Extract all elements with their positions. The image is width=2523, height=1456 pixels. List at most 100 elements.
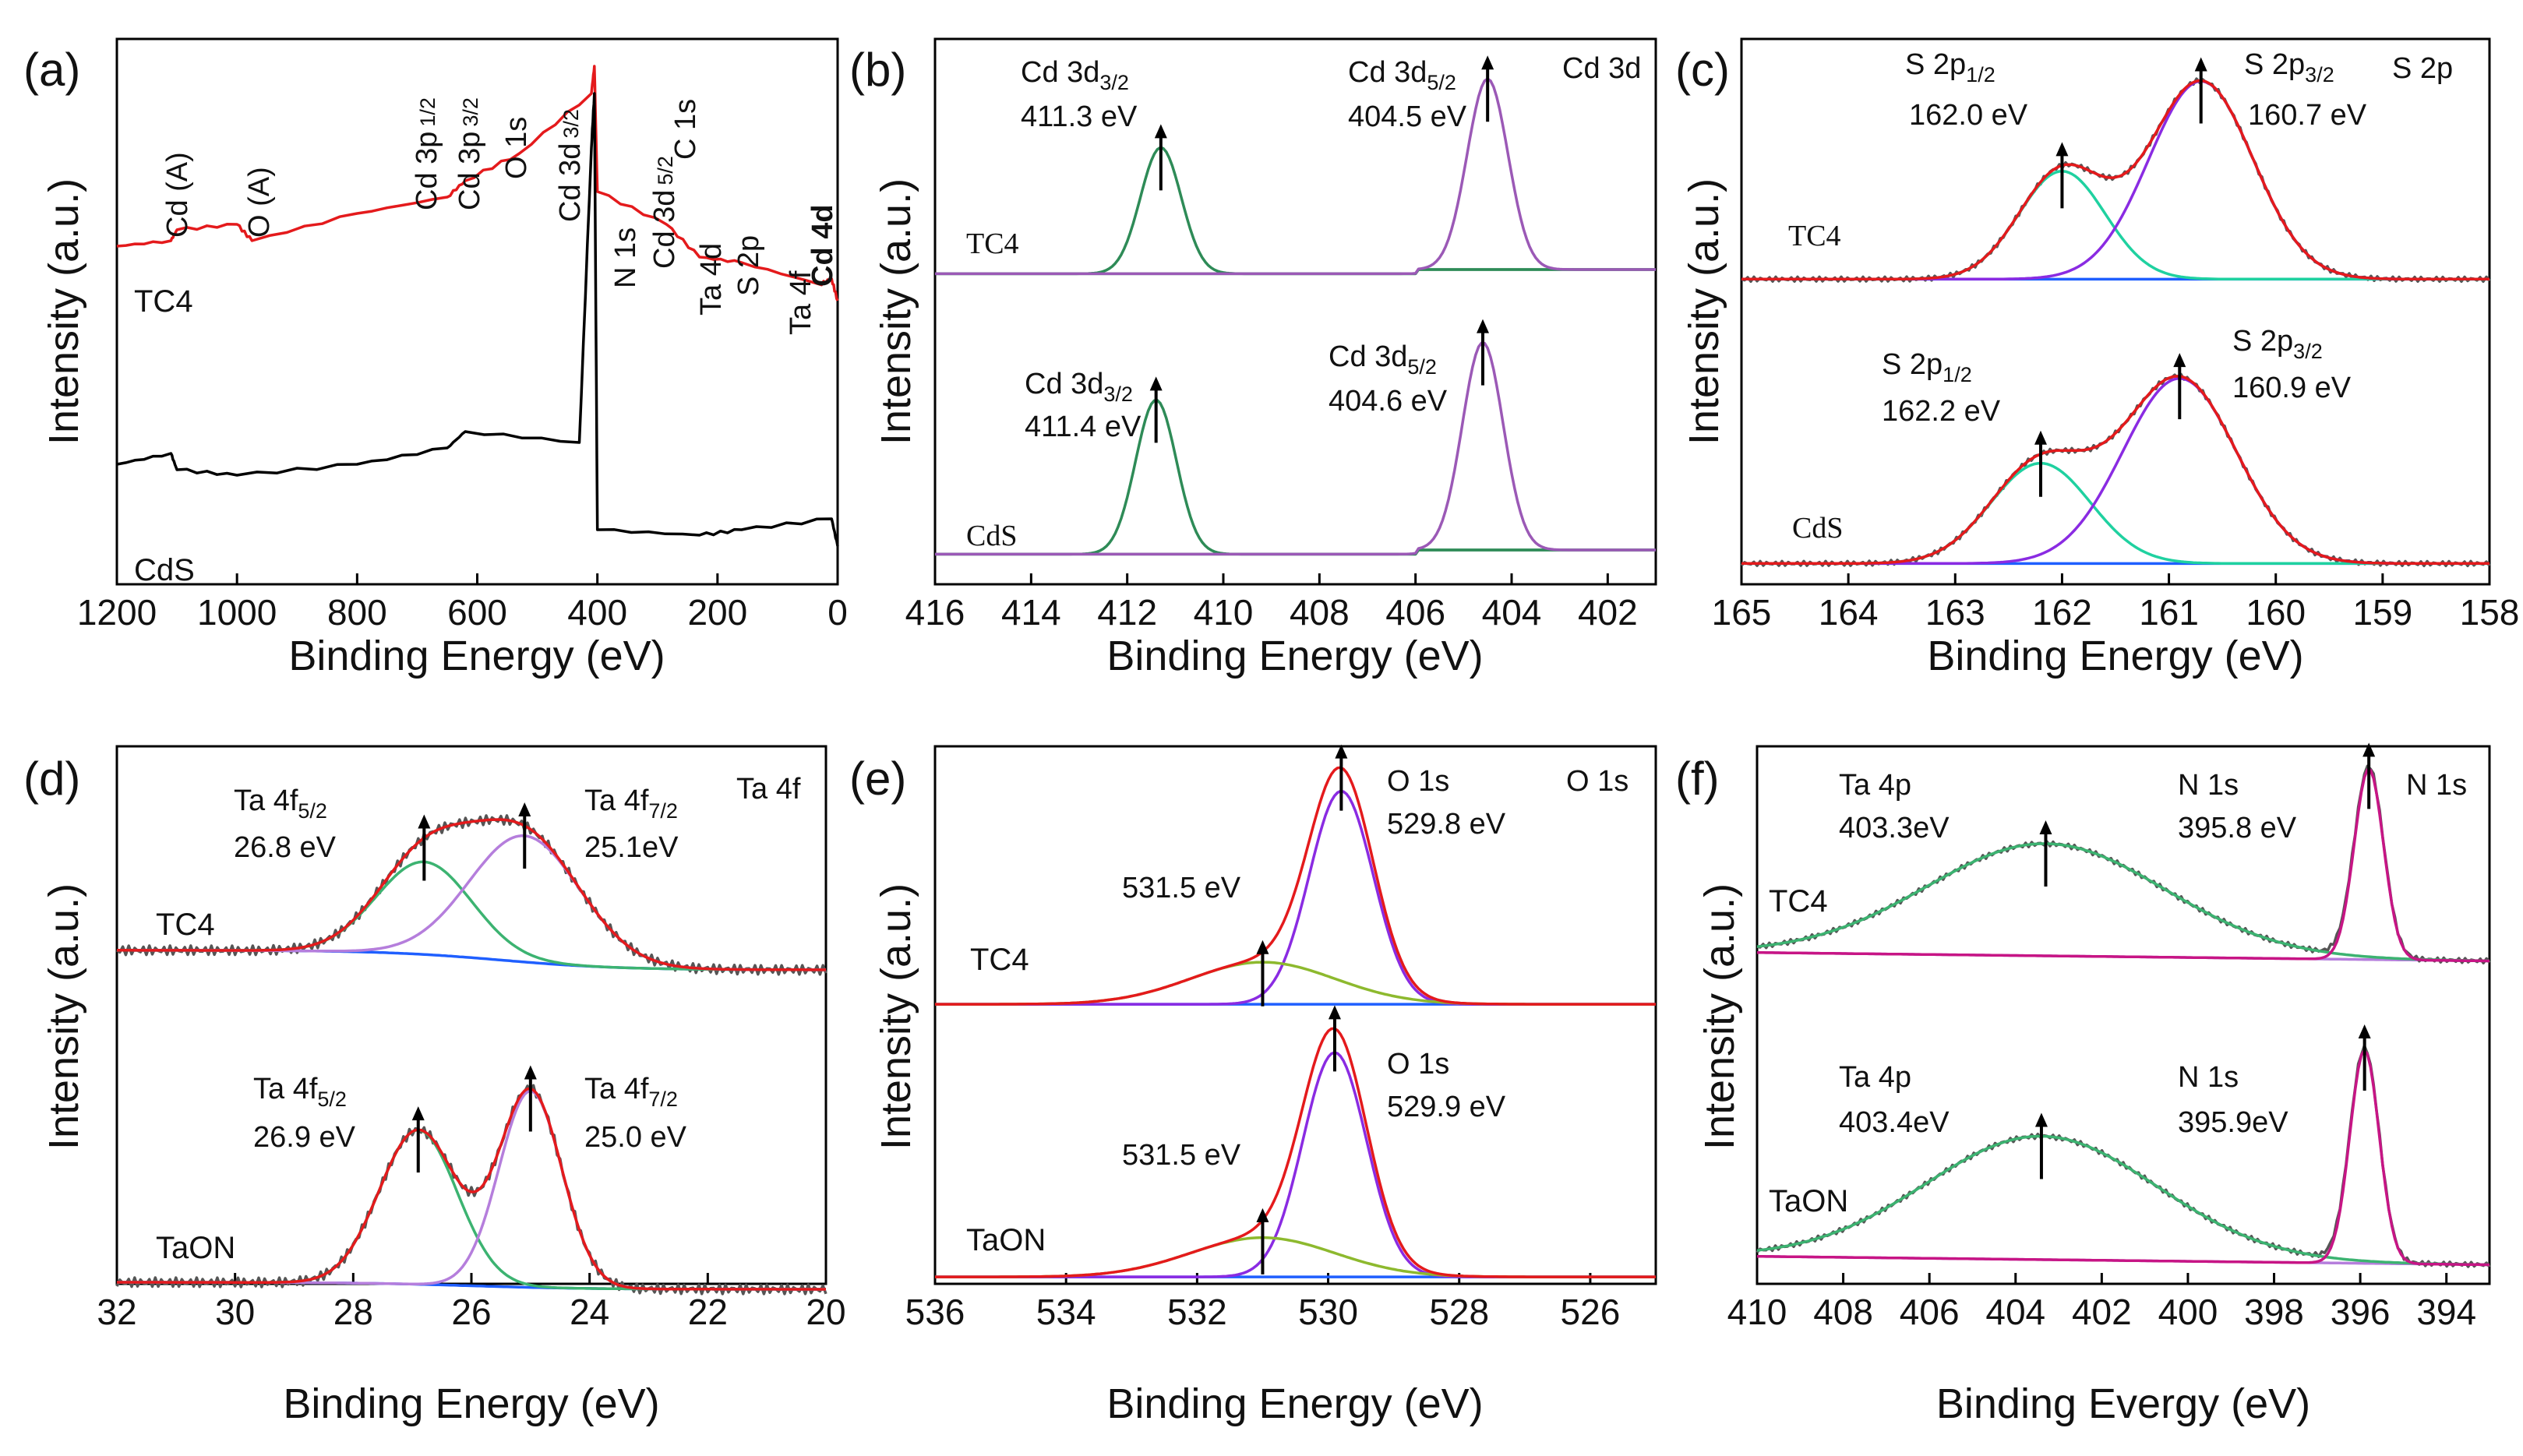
- panel-f-tick-label-6: 398: [2244, 1292, 2304, 1332]
- panel-a-tick-label-2: 800: [327, 592, 387, 633]
- panel-b-ann-cds-e3: 411.4 eV: [1025, 411, 1142, 443]
- panel-d-taon-envelope: [117, 1087, 826, 1291]
- panel-c-tc4-arrow-0-head: [2055, 142, 2069, 157]
- panel-b-cds-label: CdS: [966, 520, 1017, 552]
- panel-a-letter: (a): [23, 44, 80, 96]
- panel-f-ann-taon-e4: 395.9eV: [2178, 1106, 2288, 1139]
- panel-b-xticks: 416 414 412 410 408 406 404 402: [905, 573, 1638, 633]
- panel-d-ann-tc4-e1: 26.8 eV: [234, 831, 337, 864]
- panel-c-ann-cds-s2p32: S 2p3/2: [2232, 325, 2323, 363]
- panel-f-tc4-arrow-0-head: [2039, 820, 2052, 834]
- panel-e-ann-tc4-e2: 531.5 eV: [1122, 872, 1241, 904]
- panel-f-tick-label-3: 404: [1985, 1292, 2045, 1332]
- panel-e-tc4-component-0: [935, 789, 1656, 1006]
- panel-b-ann-cds-e4: 404.6 eV: [1329, 385, 1448, 418]
- panel-d-tc4-arrow-0-head: [418, 814, 431, 829]
- panel-b-tick-label-3: 410: [1194, 592, 1254, 633]
- panel-f-ann-tc4-n1s: N 1s: [2178, 769, 2239, 802]
- panel-b-cds-component-1: [935, 341, 1656, 556]
- panel-d-tc4-arrow-1-head: [518, 802, 531, 816]
- panel-c-letter: (c): [1675, 44, 1730, 96]
- panel-b-ann-tc4-e1: 411.3 eV: [1021, 100, 1138, 133]
- panel-b-cd3d: (b) 416 414 412 410 408 406 404 402 Binding Ene…: [849, 37, 1657, 679]
- panel-d-taon-component-0: [117, 1128, 826, 1291]
- panel-f-ylabel: Intensity (a.u.): [1696, 883, 1743, 1150]
- panel-a-tick-label-5: 200: [687, 592, 747, 633]
- panel-a-peak-oA: O (A): [243, 167, 276, 238]
- panel-a-tick-label-4: 400: [567, 592, 627, 633]
- panel-c-cds-arrow-0-head: [2034, 430, 2047, 445]
- panel-a-curves: [116, 65, 839, 547]
- panel-f-tc4-arrow-1-head: [2362, 742, 2376, 757]
- panel-e-taon-arrow-1-head: [1256, 1207, 1269, 1222]
- panel-e-tc4-component-1: [935, 961, 1656, 1006]
- panel-c-ann-tc4-s2p12: S 2p1/2: [1905, 48, 1995, 86]
- panel-e-ann-taon-e4: 531.5 eV: [1122, 1139, 1241, 1172]
- panel-a-peak-cdA: Cd (A): [161, 152, 194, 238]
- panel-d-ann-tc4-ta4f72: Ta 4f7/2: [584, 784, 678, 823]
- panel-e-tick-label-3: 530: [1298, 1292, 1358, 1332]
- panel-c-frame: [1740, 37, 2491, 586]
- panel-b-tick-label-2: 412: [1097, 592, 1157, 633]
- panel-a-peak-cd3d52: Cd 3d5/2: [648, 156, 681, 269]
- panel-e-taon-label: TaON: [966, 1223, 1046, 1257]
- panel-c-tc4-envelope: [1741, 79, 2489, 281]
- panel-b-ann-tc4-cd3d52: Cd 3d5/2: [1348, 56, 1456, 94]
- panel-a-tick-label-6: 0: [827, 592, 848, 633]
- panel-c-ann-cds-e3: 162.2 eV: [1882, 395, 2001, 428]
- panel-c-ylabel: Intensity (a.u.): [1681, 178, 1727, 445]
- panel-f-xticks: 410 408 406 404 402 400 398 396 394: [1727, 1273, 2476, 1332]
- panel-d-ann-taon-e4: 25.0 eV: [584, 1121, 687, 1154]
- panel-f-ann-tc4-e2: 395.8 eV: [2178, 812, 2297, 844]
- panel-e-taon-envelope: [935, 1027, 1656, 1278]
- panel-a-tick-label-0: 1200: [77, 592, 157, 633]
- panel-a-peak-cd3d32: Cd 3d3/2: [554, 109, 587, 222]
- panel-d-taon-label: TaON: [156, 1231, 235, 1265]
- panel-d-ann-taon-e3: 26.9 eV: [253, 1121, 356, 1154]
- panel-c-cds-component-1: [1741, 377, 2489, 566]
- panel-e-tick-label-5: 526: [1561, 1292, 1621, 1332]
- panel-e-ann-tc4-e1: 529.8 eV: [1387, 808, 1506, 841]
- panel-e-tick-label-1: 534: [1036, 1292, 1096, 1332]
- panel-c-tc4-raw: [1741, 77, 2491, 284]
- panel-a-series-cds: [116, 92, 839, 547]
- panel-a-tick-label-3: 600: [447, 592, 507, 633]
- panel-b-curves: [935, 55, 1656, 556]
- panel-b-tc4-component-1: [935, 77, 1656, 276]
- panel-f-n1s: (f) 410 408 406 404 402 400 398 396 394 Binding …: [1675, 742, 2491, 1427]
- panel-d-taon-raw: [115, 1084, 827, 1296]
- panel-a-peak-n1s: N 1s: [609, 227, 642, 288]
- panel-c-ann-cds-e4: 160.9 eV: [2232, 372, 2352, 404]
- panel-e-region: O 1s: [1566, 765, 1628, 798]
- panel-b-ann-tc4-e2: 404.5 eV: [1348, 100, 1467, 133]
- panel-c-tc4-arrow-1-head: [2194, 57, 2207, 72]
- panel-f-ann-tc4-e1: 403.3eV: [1839, 812, 1950, 844]
- panel-f-taon-component-0: [1756, 1134, 2489, 1267]
- panel-b-tick-label-4: 408: [1290, 592, 1350, 633]
- panel-b-tc4-label: TC4: [966, 227, 1019, 260]
- panel-b-cds-arrow-1-head: [1477, 319, 1489, 333]
- panel-c-ann-cds-s2p12: S 2p1/2: [1882, 348, 1972, 386]
- panel-f-ann-taon-e3: 403.4eV: [1839, 1106, 1950, 1139]
- panel-c-tick-label-5: 160: [2246, 592, 2306, 633]
- panel-c-cds-label: CdS: [1792, 512, 1843, 545]
- panel-c-ann-tc4-e1: 162.0 eV: [1909, 99, 2028, 132]
- panel-e-tc4-arrow-0-head: [1335, 744, 1348, 759]
- panel-e-taon-arrow-0-head: [1328, 1005, 1341, 1020]
- panel-a-xticks: 1200 1000 800 600 400 200 0: [77, 573, 848, 633]
- panel-c-ann-tc4-s2p32: S 2p3/2: [2244, 48, 2334, 86]
- panel-e-tc4-label: TC4: [970, 943, 1029, 977]
- panel-e-ann-tc4-o1s: O 1s: [1387, 765, 1449, 798]
- panel-c-cds-envelope: [1741, 375, 2489, 566]
- panel-f-curves: [1756, 742, 2491, 1268]
- panel-f-taon-arrow-0-head: [2034, 1112, 2048, 1127]
- panel-f-tick-label-5: 400: [2158, 1292, 2218, 1332]
- panel-d-tc4-label: TC4: [156, 908, 215, 942]
- panel-b-ann-cds-cd3d52: Cd 3d5/2: [1329, 340, 1437, 379]
- panel-c-tick-label-4: 161: [2139, 592, 2199, 633]
- panel-e-curves: [935, 744, 1656, 1278]
- panel-a-peak-ta4d: Ta 4d: [695, 243, 728, 316]
- panel-c-ann-tc4-e2: 160.7 eV: [2248, 99, 2367, 132]
- panel-d-taon-arrow-1-head: [524, 1065, 537, 1080]
- panel-f-ann-tc4-ta4p: Ta 4p: [1839, 769, 1911, 802]
